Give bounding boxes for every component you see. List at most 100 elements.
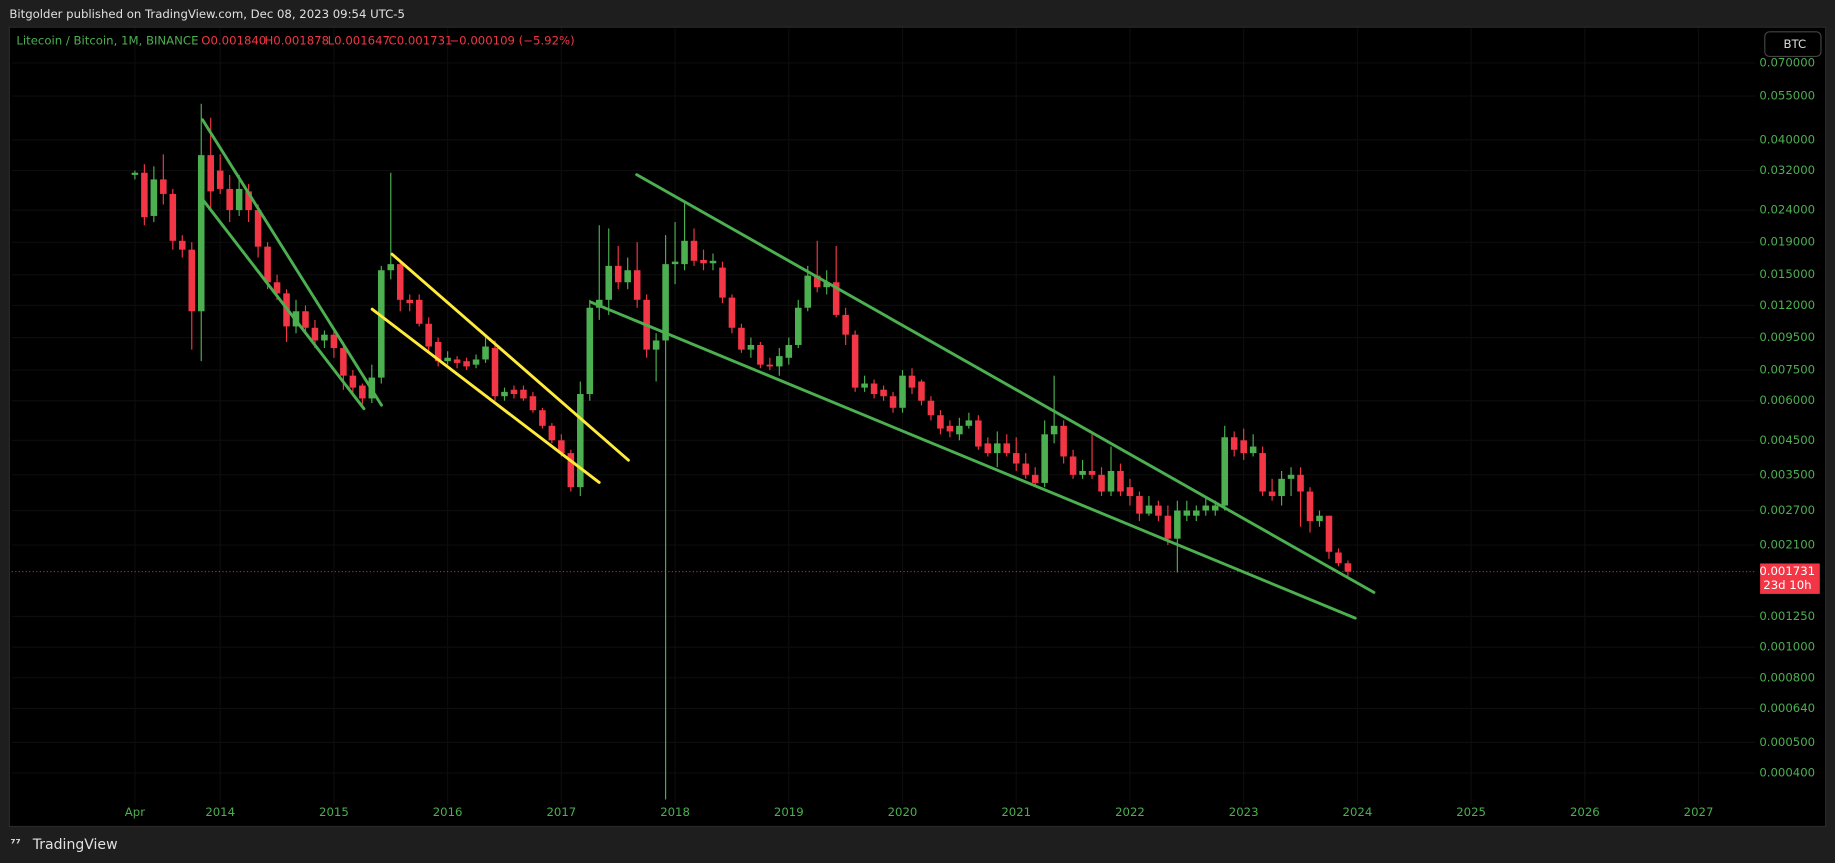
trend-line	[390, 252, 630, 462]
chart-frame	[8, 26, 1827, 828]
y-tick-label: 0.040000	[1759, 132, 1815, 146]
candle-body	[444, 357, 451, 362]
candle-body	[558, 440, 565, 454]
candle-body	[141, 172, 148, 218]
candle-body	[662, 264, 669, 341]
currency-button[interactable]	[1764, 31, 1822, 58]
candle-body	[1003, 443, 1011, 454]
x-tick-label: 2027	[1684, 805, 1714, 819]
candle-body	[1069, 456, 1077, 475]
trend-line	[200, 197, 366, 411]
y-tick-label: 0.002100	[1759, 538, 1815, 552]
candle-body	[908, 375, 916, 388]
trend-line	[589, 300, 1357, 620]
candle-body	[842, 314, 849, 335]
candle-body	[321, 334, 328, 341]
candle-body	[681, 240, 688, 265]
y-tick-label: 0.015000	[1759, 267, 1815, 281]
candle-body	[1088, 470, 1096, 475]
candle-body	[1022, 463, 1029, 475]
y-tick-label: 0.004500	[1759, 433, 1815, 447]
candle-body	[188, 249, 196, 312]
y-tick-label: 0.019000	[1759, 235, 1815, 249]
candle-body	[340, 348, 347, 376]
candle-body	[1193, 510, 1200, 516]
ohlc-open: O0.001840	[201, 34, 266, 48]
candle-body	[927, 400, 935, 416]
logo-mark: ⁷⁷	[11, 837, 21, 851]
candle-body	[273, 282, 281, 294]
x-tick-label: 2025	[1456, 805, 1486, 819]
candle-body	[179, 240, 186, 250]
y-tick-label: 0.000800	[1759, 670, 1815, 684]
candle-body	[1249, 446, 1257, 454]
candle-body	[1230, 437, 1238, 450]
candle-body	[738, 327, 745, 350]
x-tick-label: Apr	[125, 805, 145, 819]
x-tick-label: 2015	[319, 805, 349, 819]
trend-lines	[200, 118, 1376, 620]
candle-body	[1107, 470, 1115, 492]
candle-body	[434, 341, 442, 362]
candle-body	[1174, 510, 1181, 539]
candle-body	[378, 270, 385, 378]
candle-body	[975, 420, 982, 447]
y-tick-label: 0.001000	[1759, 640, 1815, 654]
candle-body	[766, 364, 774, 367]
y-tick-label: 0.012000	[1759, 298, 1815, 312]
ohlc-high: H0.001878	[264, 34, 329, 48]
candle-body	[700, 259, 707, 264]
ohlc-low: L0.001647	[328, 34, 390, 48]
x-tick-label: 2017	[546, 805, 576, 819]
candle-body	[1098, 474, 1105, 492]
candle-body	[1031, 474, 1039, 483]
y-tick-label: 0.000500	[1759, 735, 1815, 749]
trend-line	[370, 307, 601, 484]
candle-body	[245, 191, 252, 211]
candle-body	[302, 311, 309, 328]
candle-body	[861, 383, 868, 388]
candle-body	[899, 375, 906, 408]
candle-body	[548, 425, 556, 441]
y-tick-label: 0.000640	[1759, 701, 1815, 715]
candle-body	[160, 179, 167, 194]
candle-body	[1306, 491, 1314, 522]
candle-body	[1012, 453, 1020, 464]
candle-body	[330, 334, 338, 349]
candle-body	[946, 425, 954, 432]
trend-line	[635, 173, 1376, 594]
y-tick-label: 0.003500	[1759, 467, 1815, 481]
candle-body	[880, 389, 887, 397]
price-tag-countdown: 23d 10h	[1763, 578, 1811, 592]
candle-body	[785, 344, 793, 358]
y-tick-label: 0.055000	[1759, 89, 1815, 103]
x-tick-label: 2026	[1570, 805, 1600, 819]
currency-button-label[interactable]: BTC	[1784, 37, 1807, 51]
candle-body	[529, 396, 537, 411]
candle-body	[491, 348, 499, 397]
candle-body	[264, 246, 271, 283]
candle-body	[918, 381, 925, 401]
candle-body	[1344, 563, 1352, 572]
candle-body	[1259, 453, 1266, 492]
candle-body	[1240, 440, 1247, 454]
candle-body	[1145, 505, 1153, 514]
candle-body	[624, 270, 631, 283]
candle-body	[994, 443, 1001, 454]
candle-body	[1335, 552, 1342, 564]
candle-body	[870, 383, 878, 395]
candle-body	[1060, 425, 1067, 457]
price-tag	[1760, 563, 1820, 594]
candle-body	[1126, 487, 1134, 497]
candle-body	[396, 264, 404, 300]
candle-body	[605, 265, 613, 300]
candle-body	[216, 170, 224, 189]
candle-body	[671, 261, 679, 265]
candle-body	[510, 389, 518, 395]
candle-body	[501, 391, 508, 397]
candle-body	[652, 340, 660, 350]
y-tick-label: 0.007500	[1759, 363, 1815, 377]
y-tick-label: 0.070000	[1759, 55, 1815, 69]
